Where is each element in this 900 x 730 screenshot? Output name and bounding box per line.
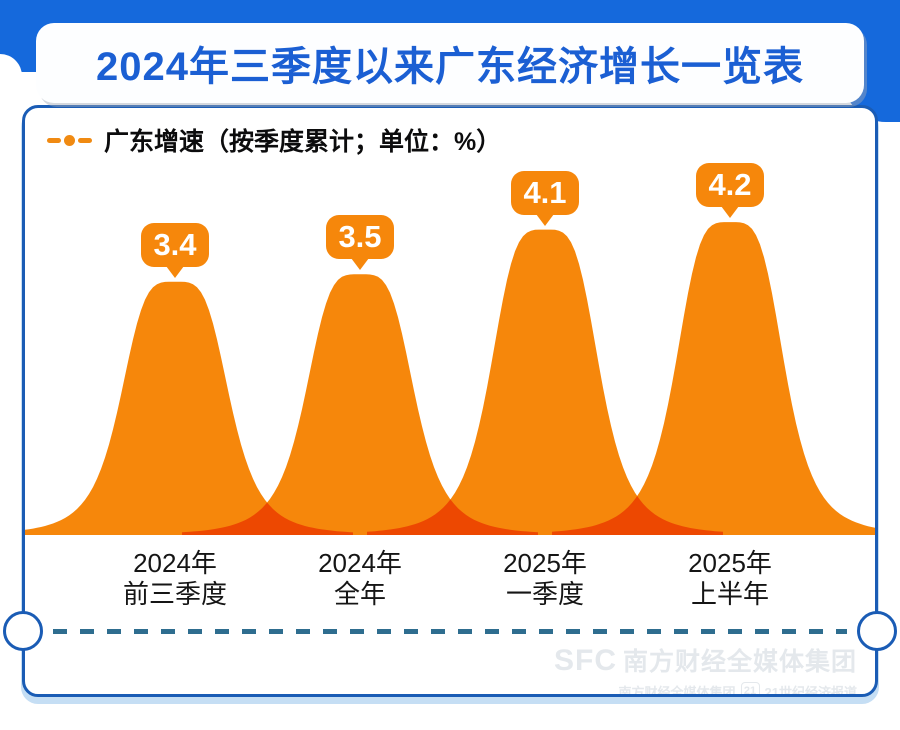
value-callout-bubble: 3.5 — [326, 215, 394, 271]
legend-dot-icon — [64, 134, 75, 146]
x-axis-label: 2024年 全年 — [270, 548, 450, 610]
watermark-line1: SFC 南方财经全媒体集团 — [554, 642, 857, 678]
growth-curve — [182, 274, 538, 535]
chart-card: 广东增速（按季度累计；单位：%） 3.4 2024年 前三季度 3.5 2024年 全年 4… — [22, 105, 878, 697]
watermark-group-name: 南方财经全媒体集团 — [622, 648, 857, 676]
legend-dash-icon — [47, 137, 61, 143]
x-axis-label: 2024年 前三季度 — [85, 548, 265, 610]
value-callout-bubble: 4.1 — [511, 170, 579, 226]
page-title: 2024年三季度以来广东经济增长一览表 — [96, 45, 804, 89]
watermark-line2: 南方财经全媒体集团 21 21世纪经济报道 — [554, 682, 857, 697]
x-axis-label-line: 2024年 — [318, 548, 402, 578]
x-axis-label: 2025年 上半年 — [640, 548, 820, 610]
growth-curves-plot — [25, 222, 875, 535]
title-banner: 2024年三季度以来广东经济增长一览表 — [36, 23, 864, 103]
legend-line-dot-icon — [47, 134, 92, 146]
x-axis-label-line: 2025年 — [503, 548, 587, 578]
chart-area: 3.4 2024年 前三季度 3.5 2024年 全年 4.1 2025年 一季度 4.2 2025… — [25, 108, 875, 694]
watermark-sub-right: 21世纪经济报道 — [764, 685, 857, 697]
legend-dash-icon — [78, 137, 92, 143]
header-band-cloud-left — [0, 54, 22, 98]
x-axis-label: 2025年 一季度 — [455, 548, 635, 610]
badge-21-icon: 21 — [740, 682, 760, 694]
value-callout-bubble: 3.4 — [141, 222, 209, 278]
growth-curve — [25, 281, 353, 535]
x-axis-label-line: 前三季度 — [122, 579, 227, 609]
watermark: SFC 南方财经全媒体集团 南方财经全媒体集团 21 21世纪经济报道 — [554, 642, 857, 697]
x-axis-label-line: 全年 — [333, 579, 386, 609]
dashed-divider — [53, 629, 847, 634]
legend-label: 广东增速（按季度累计；单位：%） — [104, 128, 502, 156]
value-callout-bubble: 4.2 — [696, 163, 764, 219]
x-axis-label-line: 2025年 — [688, 548, 772, 578]
chart-legend: 广东增速（按季度累计；单位：%） — [47, 122, 501, 158]
x-axis-label-line: 上半年 — [690, 579, 769, 609]
sfc-logo: SFC — [553, 644, 617, 677]
growth-curve — [552, 222, 875, 535]
x-axis-label-line: 2024年 — [133, 548, 217, 578]
growth-curve — [367, 229, 723, 535]
x-axis-label-line: 一季度 — [505, 579, 584, 609]
ticket-notch-right — [857, 611, 897, 651]
ticket-notch-left — [3, 611, 43, 651]
watermark-sub-left: 南方财经全媒体集团 — [618, 685, 736, 697]
